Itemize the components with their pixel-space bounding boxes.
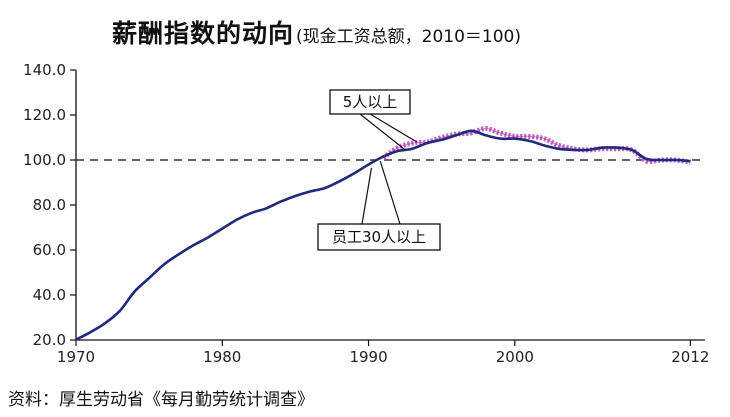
x-tick-label: 1980 — [203, 348, 241, 366]
chart-area: 20.0 40.0 60.0 80.0 100.0 120.0 140.0 1970 1980 1… — [23, 61, 709, 366]
callout-30-plus-leader-a — [361, 167, 373, 225]
y-tick-label: 100.0 — [23, 151, 66, 169]
y-tick-label: 120.0 — [23, 106, 66, 124]
source-note: 资料：厚生劳动省《每月勤劳统计调查》 — [8, 390, 314, 410]
callout-5-plus-leader-a — [359, 113, 406, 151]
y-tick-label: 80.0 — [33, 196, 66, 214]
chart-title-sub: (现金工资总额，2010＝100) — [296, 27, 521, 47]
chart-title-main: 薪酬指数的动向 — [112, 19, 295, 48]
chart-series-layer — [75, 125, 705, 341]
callout-30-plus-label: 员工30人以上 — [332, 228, 426, 246]
callout-5-plus-leader-b — [369, 113, 418, 143]
chart-title: 薪酬指数的动向 (现金工资总额，2010＝100) — [112, 14, 521, 50]
y-tick-label: 60.0 — [33, 241, 66, 259]
callout-5-plus-box — [329, 89, 411, 115]
chart-axes: 20.0 40.0 60.0 80.0 100.0 120.0 140.0 1970 1980 1… — [23, 61, 709, 366]
y-tick-label: 140.0 — [23, 61, 66, 79]
y-tick-label: 20.0 — [33, 331, 66, 349]
callout-30-plus-box — [317, 223, 441, 251]
callout-5-plus-label: 5人以上 — [343, 93, 398, 111]
x-tick-label: 2012 — [671, 348, 709, 366]
y-tick-label: 40.0 — [33, 286, 66, 304]
series-line-30-plus — [75, 129, 691, 341]
x-tick-label: 1990 — [349, 348, 387, 366]
x-tick-label: 1970 — [57, 348, 95, 366]
callout-30-plus-leader-b — [379, 160, 401, 225]
x-tick-label: 2000 — [496, 348, 534, 366]
